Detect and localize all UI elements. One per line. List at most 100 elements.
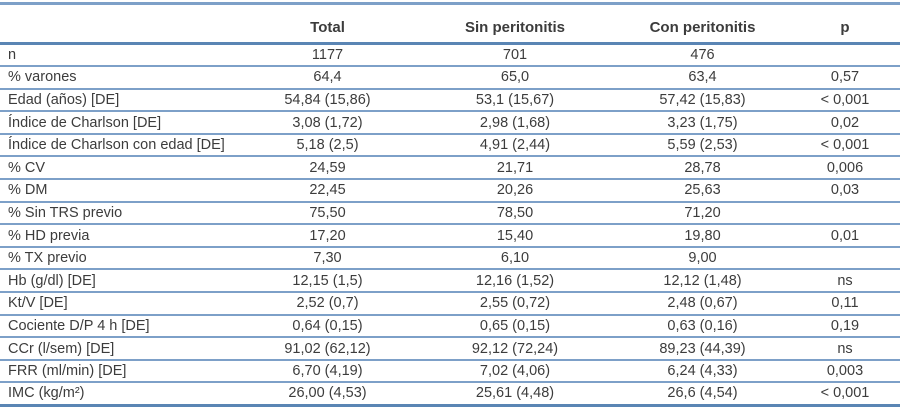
table-row: IMC (kg/m²) 26,00 (4,53) 25,61 (4,48) 26,6 … (0, 382, 900, 407)
table-body: n 1177 701 476% varones 64,4 65,0 63,4 0,57 Edad… (0, 43, 900, 407)
sin-peritonitis-value-cell: 65,0 (415, 66, 615, 90)
sin-peritonitis-value-cell: 6,10 (415, 246, 615, 271)
con-peritonitis-value-cell: 2,48 (0,67) (615, 292, 790, 316)
row-label-cell: CCr (l/sem) [DE] (0, 337, 240, 361)
row-label-cell: % TX previo (0, 246, 240, 271)
p-value-cell (790, 246, 900, 271)
table-row: n 1177 701 476 (0, 43, 900, 68)
table-row: CCr (l/sem) [DE] 91,02 (62,12) 92,12 (72,2… (0, 337, 900, 361)
row-label-cell: Kt/V [DE] (0, 292, 240, 316)
header-cell-con-peritonitis: Con peritonitis (615, 3, 790, 45)
con-peritonitis-value-cell: 12,12 (1,48) (615, 269, 790, 294)
p-value-cell: 0,003 (790, 359, 900, 384)
row-label-cell: IMC (kg/m²) (0, 382, 240, 407)
sin-peritonitis-value-cell: 21,71 (415, 156, 615, 181)
total-value-cell: 75,50 (240, 201, 415, 226)
table-row: Kt/V [DE] 2,52 (0,7) 2,55 (0,72) 2,48 (0,67… (0, 292, 900, 316)
header-cell-total: Total (240, 3, 415, 45)
total-value-cell: 6,70 (4,19) (240, 359, 415, 384)
table-row: % HD previa 17,20 15,40 19,80 0,01 (0, 224, 900, 248)
con-peritonitis-value-cell: 6,24 (4,33) (615, 359, 790, 384)
con-peritonitis-value-cell: 26,6 (4,54) (615, 382, 790, 407)
sin-peritonitis-value-cell: 12,16 (1,52) (415, 269, 615, 294)
total-value-cell: 91,02 (62,12) (240, 337, 415, 361)
con-peritonitis-value-cell: 25,63 (615, 179, 790, 203)
table-row: Cociente D/P 4 h [DE] 0,64 (0,15) 0,65 (0,… (0, 314, 900, 339)
p-value-cell (790, 43, 900, 68)
row-label-cell: Cociente D/P 4 h [DE] (0, 314, 240, 339)
sin-peritonitis-value-cell: 78,50 (415, 201, 615, 226)
con-peritonitis-value-cell: 57,42 (15,83) (615, 88, 790, 113)
con-peritonitis-value-cell: 19,80 (615, 224, 790, 248)
sin-peritonitis-value-cell: 701 (415, 43, 615, 68)
sin-peritonitis-value-cell: 0,65 (0,15) (415, 314, 615, 339)
total-value-cell: 3,08 (1,72) (240, 111, 415, 135)
table-row: % Sin TRS previo 75,50 78,50 71,20 (0, 201, 900, 226)
row-label-cell: % varones (0, 66, 240, 90)
p-value-cell: 0,19 (790, 314, 900, 339)
con-peritonitis-value-cell: 476 (615, 43, 790, 68)
total-value-cell: 24,59 (240, 156, 415, 181)
p-value-cell: 0,006 (790, 156, 900, 181)
con-peritonitis-value-cell: 71,20 (615, 201, 790, 226)
row-label-cell: % CV (0, 156, 240, 181)
sin-peritonitis-value-cell: 7,02 (4,06) (415, 359, 615, 384)
table-row: % CV 24,59 21,71 28,78 0,006 (0, 156, 900, 181)
row-label-cell: FRR (ml/min) [DE] (0, 359, 240, 384)
total-value-cell: 7,30 (240, 246, 415, 271)
row-label-cell: Índice de Charlson con edad [DE] (0, 133, 240, 158)
table-row: % varones 64,4 65,0 63,4 0,57 (0, 66, 900, 90)
p-value-cell: 0,57 (790, 66, 900, 90)
row-label-cell: % DM (0, 179, 240, 203)
header-cell-variable (0, 3, 240, 45)
p-value-cell: 0,11 (790, 292, 900, 316)
row-label-cell: % HD previa (0, 224, 240, 248)
con-peritonitis-value-cell: 0,63 (0,16) (615, 314, 790, 339)
p-value-cell: 0,01 (790, 224, 900, 248)
table-row: Índice de Charlson con edad [DE] 5,18 (2,… (0, 133, 900, 158)
con-peritonitis-value-cell: 28,78 (615, 156, 790, 181)
table-row: Hb (g/dl) [DE] 12,15 (1,5) 12,16 (1,52) 12,… (0, 269, 900, 294)
total-value-cell: 1177 (240, 43, 415, 68)
con-peritonitis-value-cell: 3,23 (1,75) (615, 111, 790, 135)
p-value-cell: ns (790, 337, 900, 361)
sin-peritonitis-value-cell: 2,98 (1,68) (415, 111, 615, 135)
sin-peritonitis-value-cell: 25,61 (4,48) (415, 382, 615, 407)
p-value-cell (790, 201, 900, 226)
row-label-cell: Índice de Charlson [DE] (0, 111, 240, 135)
table-row: % DM 22,45 20,26 25,63 0,03 (0, 179, 900, 203)
table-row: % TX previo 7,30 6,10 9,00 (0, 246, 900, 271)
table-row: Edad (años) [DE] 54,84 (15,86) 53,1 (15,67… (0, 88, 900, 113)
total-value-cell: 17,20 (240, 224, 415, 248)
sin-peritonitis-value-cell: 92,12 (72,24) (415, 337, 615, 361)
p-value-cell: ns (790, 269, 900, 294)
sin-peritonitis-value-cell: 20,26 (415, 179, 615, 203)
total-value-cell: 22,45 (240, 179, 415, 203)
total-value-cell: 64,4 (240, 66, 415, 90)
header-row: Total Sin peritonitis Con peritonitis p (0, 3, 900, 45)
p-value-cell: < 0,001 (790, 133, 900, 158)
p-value-cell: 0,03 (790, 179, 900, 203)
row-label-cell: % Sin TRS previo (0, 201, 240, 226)
con-peritonitis-value-cell: 89,23 (44,39) (615, 337, 790, 361)
sin-peritonitis-value-cell: 4,91 (2,44) (415, 133, 615, 158)
sin-peritonitis-value-cell: 53,1 (15,67) (415, 88, 615, 113)
total-value-cell: 54,84 (15,86) (240, 88, 415, 113)
con-peritonitis-value-cell: 9,00 (615, 246, 790, 271)
table-row: FRR (ml/min) [DE] 6,70 (4,19) 7,02 (4,06) 6… (0, 359, 900, 384)
p-value-cell: < 0,001 (790, 88, 900, 113)
total-value-cell: 26,00 (4,53) (240, 382, 415, 407)
con-peritonitis-value-cell: 5,59 (2,53) (615, 133, 790, 158)
p-value-cell: 0,02 (790, 111, 900, 135)
row-label-cell: Edad (años) [DE] (0, 88, 240, 113)
p-value-cell: < 0,001 (790, 382, 900, 407)
header-cell-p-value: p (790, 3, 900, 45)
row-label-cell: n (0, 43, 240, 68)
sin-peritonitis-value-cell: 2,55 (0,72) (415, 292, 615, 316)
total-value-cell: 2,52 (0,7) (240, 292, 415, 316)
con-peritonitis-value-cell: 63,4 (615, 66, 790, 90)
total-value-cell: 12,15 (1,5) (240, 269, 415, 294)
header-cell-sin-peritonitis: Sin peritonitis (415, 3, 615, 45)
